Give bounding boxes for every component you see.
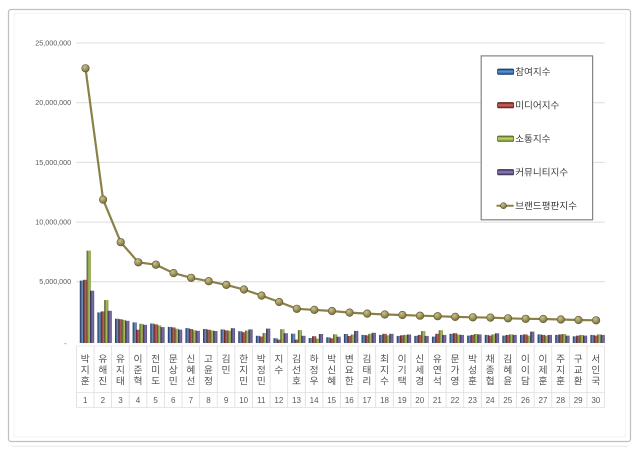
svg-text:21: 21 [433,396,442,405]
svg-text:27: 27 [539,396,548,405]
svg-text:16: 16 [345,396,354,405]
svg-text:10,000,000: 10,000,000 [35,218,71,227]
svg-text:5,000,000: 5,000,000 [39,277,71,286]
svg-text:-: - [64,339,67,348]
svg-text:12: 12 [274,396,283,405]
svg-text:28: 28 [556,396,565,405]
svg-text:23: 23 [468,396,477,405]
svg-text:8: 8 [206,396,211,405]
svg-text:9: 9 [224,396,229,405]
svg-text:15: 15 [327,396,336,405]
svg-text:24: 24 [486,396,495,405]
svg-text:25: 25 [503,396,512,405]
svg-text:22: 22 [450,396,459,405]
svg-text:6: 6 [171,396,176,405]
svg-text:5: 5 [153,396,158,405]
svg-text:7: 7 [189,396,194,405]
svg-text:19: 19 [398,396,407,405]
svg-text:3: 3 [118,396,123,405]
svg-text:20: 20 [415,396,424,405]
svg-text:20,000,000: 20,000,000 [35,98,71,107]
svg-text:2: 2 [101,396,106,405]
svg-text:26: 26 [521,396,530,405]
svg-text:14: 14 [310,396,319,405]
svg-text:29: 29 [574,396,583,405]
svg-text:4: 4 [136,396,141,405]
svg-text:17: 17 [362,396,371,405]
svg-text:1: 1 [83,396,88,405]
svg-text:13: 13 [292,396,301,405]
svg-text:15,000,000: 15,000,000 [35,158,71,167]
svg-text:30: 30 [591,396,600,405]
svg-text:18: 18 [380,396,389,405]
svg-text:10: 10 [239,396,248,405]
svg-text:11: 11 [257,396,266,405]
svg-text:25,000,000: 25,000,000 [35,38,71,47]
